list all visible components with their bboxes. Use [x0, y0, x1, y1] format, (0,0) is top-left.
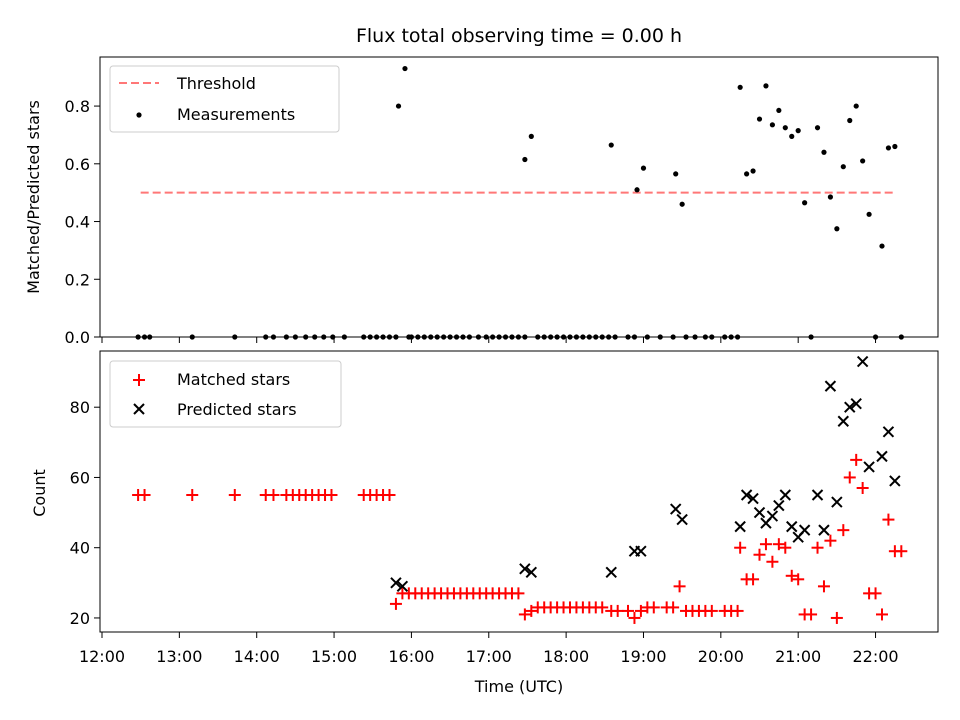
measurement-point — [834, 226, 839, 231]
measurement-point — [854, 103, 859, 108]
measurement-point — [776, 108, 781, 113]
figure: Flux total observing time = 0.00 h Match… — [0, 0, 960, 720]
measurement-point — [886, 145, 891, 150]
legend-predicted-label: Predicted stars — [177, 400, 297, 419]
measurement-point — [529, 134, 534, 139]
measurement-point — [634, 187, 639, 192]
measurement-point — [796, 128, 801, 133]
measurement-point — [609, 142, 614, 147]
top-y-tick-label: 0.4 — [65, 213, 90, 232]
chart-title: Flux total observing time = 0.00 h — [356, 25, 682, 47]
measurement-point — [396, 103, 401, 108]
x-axis-label: Time (UTC) — [474, 677, 563, 696]
measurement-point — [866, 212, 871, 217]
x-tick-label: 22:00 — [852, 647, 898, 666]
bottom-y-tick-label: 80 — [70, 398, 90, 417]
x-tick-label: 16:00 — [388, 647, 434, 666]
legend-matched-label: Matched stars — [177, 370, 290, 389]
measurement-point — [750, 168, 755, 173]
measurement-point — [802, 200, 807, 205]
measurement-point — [757, 116, 762, 121]
measurement-point — [763, 83, 768, 88]
measurement-point — [879, 243, 884, 248]
bottom-legend: Matched stars Predicted stars — [110, 361, 341, 427]
measurement-point — [789, 134, 794, 139]
measurement-point — [783, 125, 788, 130]
top-y-tick-label: 0.8 — [65, 97, 90, 116]
measurement-point — [522, 157, 527, 162]
bottom-y-axis-label: Count — [30, 469, 49, 517]
top-legend: Threshold Measurements — [110, 66, 339, 132]
top-y-tick-label: 0.6 — [65, 155, 90, 174]
top-y-tick-label: 0.2 — [65, 270, 90, 289]
measurement-point — [402, 66, 407, 71]
legend-measurements-swatch — [136, 112, 141, 117]
x-tick-label: 14:00 — [234, 647, 280, 666]
measurement-point — [738, 85, 743, 90]
x-tick-label: 18:00 — [543, 647, 589, 666]
x-tick-label: 13:00 — [156, 647, 202, 666]
measurement-point — [828, 194, 833, 199]
measurement-point — [841, 164, 846, 169]
measurement-point — [770, 122, 775, 127]
top-y-axis-label: Matched/Predicted stars — [24, 100, 43, 294]
bottom-y-tick-label: 60 — [70, 468, 90, 487]
measurement-point — [673, 171, 678, 176]
measurement-point — [744, 171, 749, 176]
bottom-y-tick-label: 20 — [70, 609, 90, 628]
legend-threshold-label: Threshold — [176, 74, 256, 93]
x-tick-label: 19:00 — [620, 647, 666, 666]
measurement-point — [892, 144, 897, 149]
top-y-tick-label: 0.0 — [65, 328, 90, 347]
bottom-y-tick-label: 40 — [70, 539, 90, 558]
x-tick-label: 15:00 — [311, 647, 357, 666]
x-tick-label: 17:00 — [466, 647, 512, 666]
measurement-point — [641, 166, 646, 171]
x-tick-label: 21:00 — [775, 647, 821, 666]
measurement-point — [815, 125, 820, 130]
measurement-point — [860, 158, 865, 163]
legend-measurements-label: Measurements — [177, 105, 295, 124]
measurement-point — [847, 118, 852, 123]
measurement-point — [821, 150, 826, 155]
x-tick-label: 12:00 — [79, 647, 125, 666]
measurement-point — [680, 202, 685, 207]
x-tick-label: 20:00 — [698, 647, 744, 666]
